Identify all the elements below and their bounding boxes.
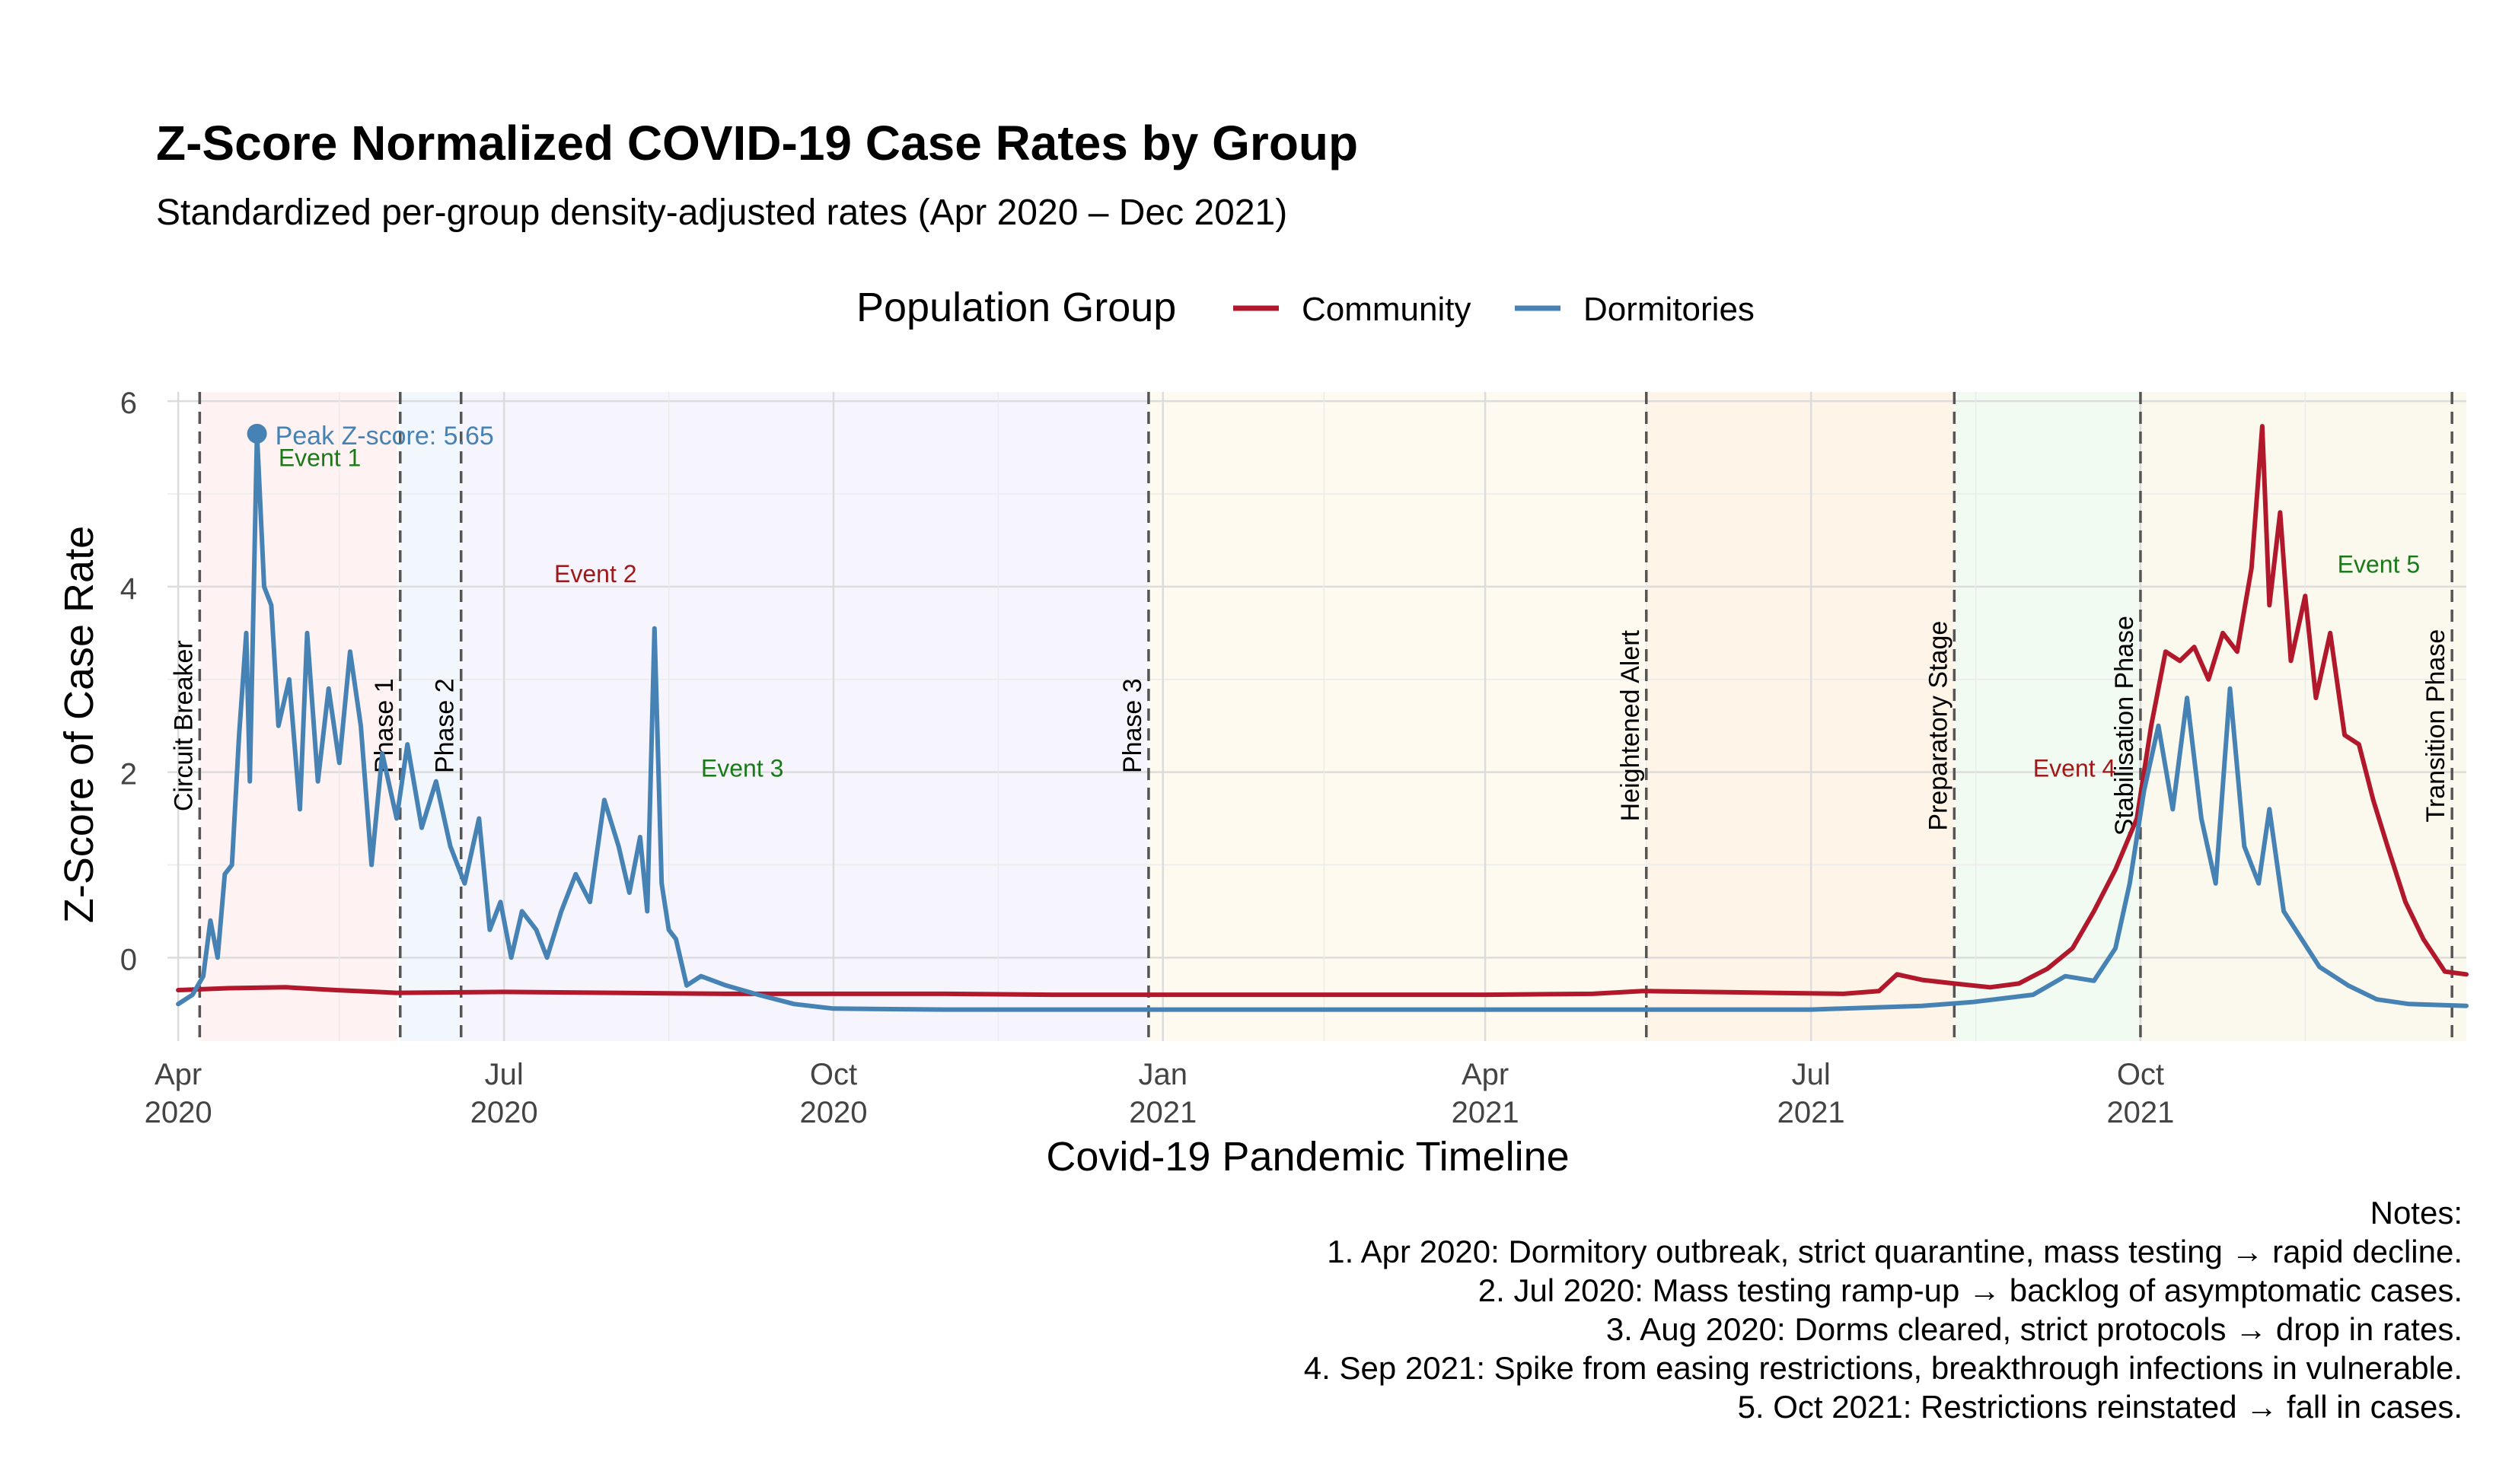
series-line-community (176, 424, 2469, 998)
x-tick-year-2: 2020 (799, 1096, 867, 1129)
note-5: 5. Oct 2021: Restrictions reinstated → f… (1738, 1389, 2463, 1425)
x-tick-label-4: Apr (1462, 1058, 1509, 1091)
y-axis-title: Z-Score of Case Rate (56, 526, 102, 923)
phase-band-7 (2452, 392, 2466, 1041)
phase-band-3 (1148, 392, 1647, 1041)
phase-band-1 (400, 392, 461, 1041)
x-tick-year-6: 2021 (2106, 1096, 2174, 1129)
phase-label-6: Stabilisation Phase (2110, 616, 2139, 836)
annotation-0: Peak Z-score: 5.65 (276, 422, 494, 451)
legend-label-dormitories: Dormitories (1583, 291, 1755, 328)
y-tick-label-3: 6 (120, 387, 137, 420)
x-tick-year-0: 2020 (145, 1096, 212, 1129)
phase-label-2: Phase 2 (431, 678, 460, 773)
x-tick-year-1: 2020 (470, 1096, 538, 1129)
y-tick-label-2: 4 (120, 572, 137, 606)
x-tick-year-4: 2021 (1452, 1096, 1519, 1129)
phase-label-7: Transition Phase (2421, 629, 2450, 823)
x-tick-label-5: Jul (1792, 1058, 1831, 1091)
legend-label-community: Community (1302, 291, 1471, 328)
grid-lines (167, 392, 2466, 1041)
phase-band-2 (461, 392, 1149, 1041)
phase-label-5: Preparatory Stage (1924, 621, 1953, 831)
phase-label-3: Phase 3 (1118, 678, 1147, 773)
y-tick-label-0: 0 (120, 943, 137, 976)
series-line-dormitories (176, 431, 2469, 1012)
x-axis-title: Covid-19 Pandemic Timeline (1046, 1134, 1569, 1180)
phase-label-0: Circuit Breaker (169, 640, 198, 811)
peak-marker (247, 423, 267, 444)
annotation-3: Event 3 (701, 755, 784, 782)
note-1: 1. Apr 2020: Dormitory outbreak, strict … (1327, 1234, 2463, 1269)
chart-title: Z-Score Normalized COVID-19 Case Rates b… (156, 116, 1358, 170)
phase-label-4: Heightened Alert (1616, 629, 1645, 821)
phase-band-4 (1646, 392, 1955, 1041)
y-tick-label-1: 2 (120, 758, 137, 791)
note-2: 2. Jul 2020: Mass testing ramp-up → back… (1478, 1272, 2463, 1308)
note-4: 4. Sep 2021: Spike from easing restricti… (1304, 1350, 2463, 1386)
legend-title: Population Group (856, 285, 1176, 330)
series-lines (176, 424, 2469, 1012)
phase-band-5 (1954, 392, 2141, 1041)
chart-subtitle: Standardized per-group density-adjusted … (156, 193, 1287, 233)
annotation-4: Event 4 (2033, 755, 2116, 782)
notes-heading: Notes: (2370, 1195, 2463, 1231)
x-tick-label-1: Jul (485, 1058, 524, 1091)
annotation-5: Event 5 (2338, 551, 2421, 578)
x-tick-label-6: Oct (2117, 1058, 2164, 1091)
x-tick-label-3: Jan (1138, 1058, 1187, 1091)
notes-block: Notes:1. Apr 2020: Dormitory outbreak, s… (1304, 1195, 2463, 1425)
x-tick-label-0: Apr (155, 1058, 202, 1091)
x-tick-year-5: 2021 (1777, 1096, 1845, 1129)
annotation-1: Event 1 (279, 444, 362, 471)
x-tick-year-3: 2021 (1129, 1096, 1197, 1129)
axes: 0 2 4 6 Apr 2020 Jul 2020 Oct 2020 Jan 2021 Apr 2021 J… (120, 387, 2175, 1129)
annotation-2: Event 2 (554, 560, 637, 588)
phase-band-0 (199, 392, 397, 1041)
phase-bands (199, 392, 2466, 1041)
x-tick-label-2: Oct (810, 1058, 857, 1091)
note-3: 3. Aug 2020: Dorms cleared, strict proto… (1606, 1311, 2463, 1347)
